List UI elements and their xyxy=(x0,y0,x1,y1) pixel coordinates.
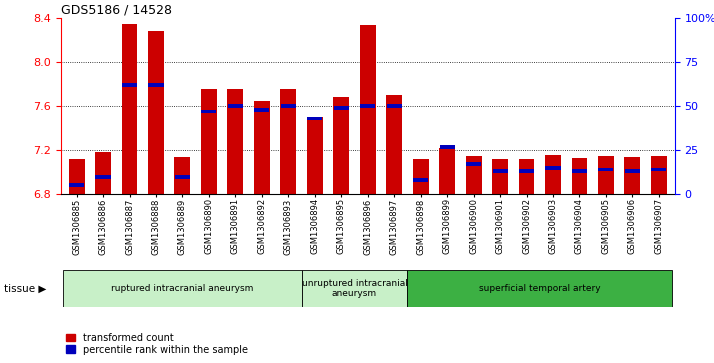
Bar xyxy=(64,270,301,307)
Bar xyxy=(174,157,191,194)
Bar xyxy=(69,159,84,194)
Bar xyxy=(148,31,164,194)
Bar xyxy=(175,175,190,179)
Bar xyxy=(307,117,322,121)
Text: unruptured intracranial
aneurysm: unruptured intracranial aneurysm xyxy=(301,279,408,298)
Bar xyxy=(307,117,323,194)
Bar xyxy=(518,159,535,194)
Bar xyxy=(360,25,376,194)
Bar xyxy=(545,155,561,194)
Bar xyxy=(96,175,111,179)
Bar xyxy=(571,158,588,194)
Bar xyxy=(228,89,243,194)
Bar xyxy=(572,170,587,173)
Bar xyxy=(386,95,402,194)
Bar xyxy=(493,170,508,173)
Text: GDS5186 / 14528: GDS5186 / 14528 xyxy=(61,4,171,17)
Bar xyxy=(69,183,84,187)
Bar xyxy=(95,152,111,194)
Bar xyxy=(651,156,667,194)
Bar xyxy=(333,97,349,194)
Text: ruptured intracranial aneurysm: ruptured intracranial aneurysm xyxy=(111,284,253,293)
Bar xyxy=(492,159,508,194)
Bar xyxy=(440,145,455,148)
Bar xyxy=(121,24,137,194)
Bar xyxy=(149,83,164,87)
Bar xyxy=(281,89,296,194)
Bar xyxy=(625,170,640,173)
Bar xyxy=(333,106,348,110)
Bar xyxy=(545,166,560,170)
Bar xyxy=(466,156,481,194)
Bar xyxy=(254,101,270,194)
Bar xyxy=(598,168,613,171)
Bar xyxy=(625,157,640,194)
Bar xyxy=(281,104,296,108)
Bar xyxy=(439,148,455,194)
Bar xyxy=(413,178,428,182)
Bar xyxy=(466,162,481,166)
Bar xyxy=(254,108,269,112)
Bar xyxy=(598,156,614,194)
Bar xyxy=(387,104,402,108)
Bar xyxy=(360,104,376,108)
Bar xyxy=(519,170,534,173)
Bar xyxy=(201,89,217,194)
Bar xyxy=(201,110,216,113)
Bar xyxy=(122,83,137,87)
Bar xyxy=(651,168,666,171)
Bar xyxy=(228,104,243,108)
Text: superficial temporal artery: superficial temporal artery xyxy=(479,284,600,293)
Bar xyxy=(301,270,408,307)
Bar xyxy=(408,270,672,307)
Bar xyxy=(413,159,428,194)
Text: tissue ▶: tissue ▶ xyxy=(4,284,46,294)
Legend: transformed count, percentile rank within the sample: transformed count, percentile rank withi… xyxy=(66,333,248,355)
